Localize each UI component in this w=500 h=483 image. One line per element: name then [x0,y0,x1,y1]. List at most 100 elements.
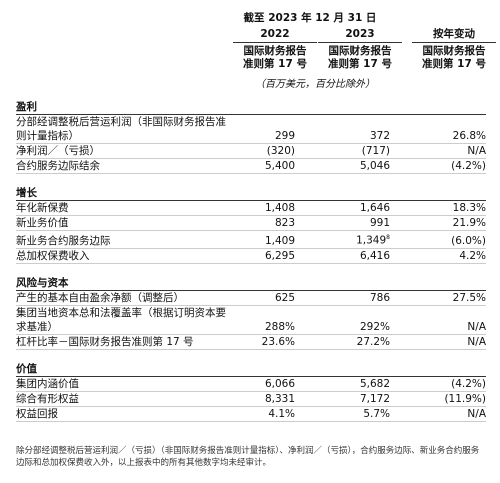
row-label: 集团当地资本总和法覆盖率（根据订明资本要求基准） [16,306,226,333]
section-title: 增长 [16,186,486,201]
note-mark: 8 [386,234,390,241]
cell-value: 1,408 [240,201,295,215]
footnote: 除分部经调整税后营运利润／（亏损）（非国际财务报告准则计量指标）、净利润／（亏损… [16,446,480,468]
cell-value: 1,646 [295,201,390,215]
value: 5,682 [359,377,390,390]
row-label: 权益回报 [16,407,58,420]
column-standard: 国际财务报告 [328,45,392,57]
table-row: 新业务合约服务边际 1,409 1,3498 (6.0%) [16,231,486,249]
table-row: 杠杆比率－国际财务报告准则第 17 号 23.6% 27.2% N/A [16,335,486,350]
value: 18.3% [452,202,486,214]
cell-value: 372 [295,129,390,143]
cell-value: 21.9% [390,216,486,230]
value: 1,408 [264,202,295,214]
cell-value: 292% [295,320,390,334]
cell-value: (320) [240,144,295,158]
table-row: 权益回报 4.1% 5.7% N/A [16,407,486,422]
column-title: 按年变动 [412,28,496,43]
value: (717) [361,145,390,157]
cell-value: 5.7% [295,407,390,421]
cell-value: 18.3% [390,201,486,215]
cell-value: N/A [390,320,486,334]
value: 6,066 [264,377,295,390]
cell-value: 4.1% [240,407,295,421]
period: 截至 2023 年 12 月 31 日 [243,12,377,24]
value: (6.0%) [451,234,486,247]
section-title: 风险与资本 [16,276,486,291]
cell-value: (6.0%) [390,234,486,248]
cell-value: 288% [240,320,295,334]
column-standard: 准则第 17 号 [243,58,307,70]
cell-value: 6,066 [240,377,295,391]
column-header: 2022 国际财务报告 准则第 17 号 [233,28,317,71]
table-row: 净利润／（亏损） (320) (717) N/A [16,144,486,159]
cell-value: 23.6% [240,335,295,349]
value: 786 [369,291,390,304]
table-row: 合约服务边际结余 5,400 5,046 (4.2%) [16,159,486,174]
value: 27.5% [452,291,486,304]
cell-value: 6,416 [295,249,390,263]
value: N/A [467,320,486,333]
value: 7,172 [359,392,390,405]
row-label: 合约服务边际结余 [16,160,100,172]
row-label: 集团内涵价值 [16,377,79,390]
value: 4.2% [459,249,486,262]
column-standard: 国际财务报告 [422,45,486,57]
value: 299 [274,130,295,142]
table-row: 分部经调整税后营运利润（非国际财务报告准则计量指标） 299 372 26.8% [16,115,486,144]
row-label: 新业务合约服务边际 [16,234,111,247]
cell-value: (4.2%) [390,377,486,391]
cell-value: 4.2% [390,249,486,263]
row-label: 产生的基本自由盈余净额（调整后） [16,291,184,304]
cell-value: N/A [390,407,486,421]
section-title: 盈利 [16,100,486,115]
column-standard: 准则第 17 号 [328,58,392,70]
value: (320) [266,145,295,157]
cell-value: 26.8% [390,129,486,143]
column-title: 2022 [233,28,317,43]
column-header: 2023 国际财务报告 准则第 17 号 [318,28,402,71]
cell-value: 1,3498 [295,231,390,248]
value: 5,400 [264,160,295,172]
cell-value: 27.5% [390,291,486,305]
value: 5,046 [359,160,390,172]
row-label: 年化新保费 [16,202,69,214]
row-label: 净利润／（亏损） [16,145,100,157]
row-label: 总加权保费收入 [16,249,90,262]
value: N/A [467,335,486,348]
cell-value: (4.2%) [390,159,486,173]
value: 21.9% [452,217,486,229]
value: 1,409 [264,234,295,247]
cell-value: 299 [240,129,295,143]
cell-value: 786 [295,291,390,305]
value: 288% [264,320,295,333]
value: (11.9%) [444,392,486,405]
value: 27.2% [356,335,390,348]
value: 23.6% [261,335,295,348]
table-row: 集团内涵价值 6,066 5,682 (4.2%) [16,377,486,392]
cell-value: (717) [295,144,390,158]
cell-value: 823 [240,216,295,230]
cell-value: 5,046 [295,159,390,173]
table-row: 年化新保费 1,408 1,646 18.3% [16,201,486,216]
cell-value: 1,409 [240,234,295,248]
value: 823 [274,217,295,229]
table-row: 总加权保费收入 6,295 6,416 4.2% [16,249,486,264]
table-row: 新业务价值 823 991 21.9% [16,216,486,231]
column-standard: 准则第 17 号 [422,58,486,70]
section-title: 价值 [16,362,486,377]
value: 1,646 [359,202,390,214]
value: 1,349 [356,234,387,247]
value: 292% [359,320,390,333]
column-header: 按年变动国际财务报告 准则第 17 号 [412,28,496,71]
cell-value: 5,400 [240,159,295,173]
table-row: 综合有形权益 8,331 7,172 (11.9%) [16,392,486,407]
cell-value: 7,172 [295,392,390,406]
row-label: 综合有形权益 [16,392,79,405]
cell-value: 8,331 [240,392,295,406]
value: 26.8% [452,130,486,142]
value: 6,295 [264,249,295,262]
value: 6,416 [359,249,390,262]
value: 625 [274,291,295,304]
